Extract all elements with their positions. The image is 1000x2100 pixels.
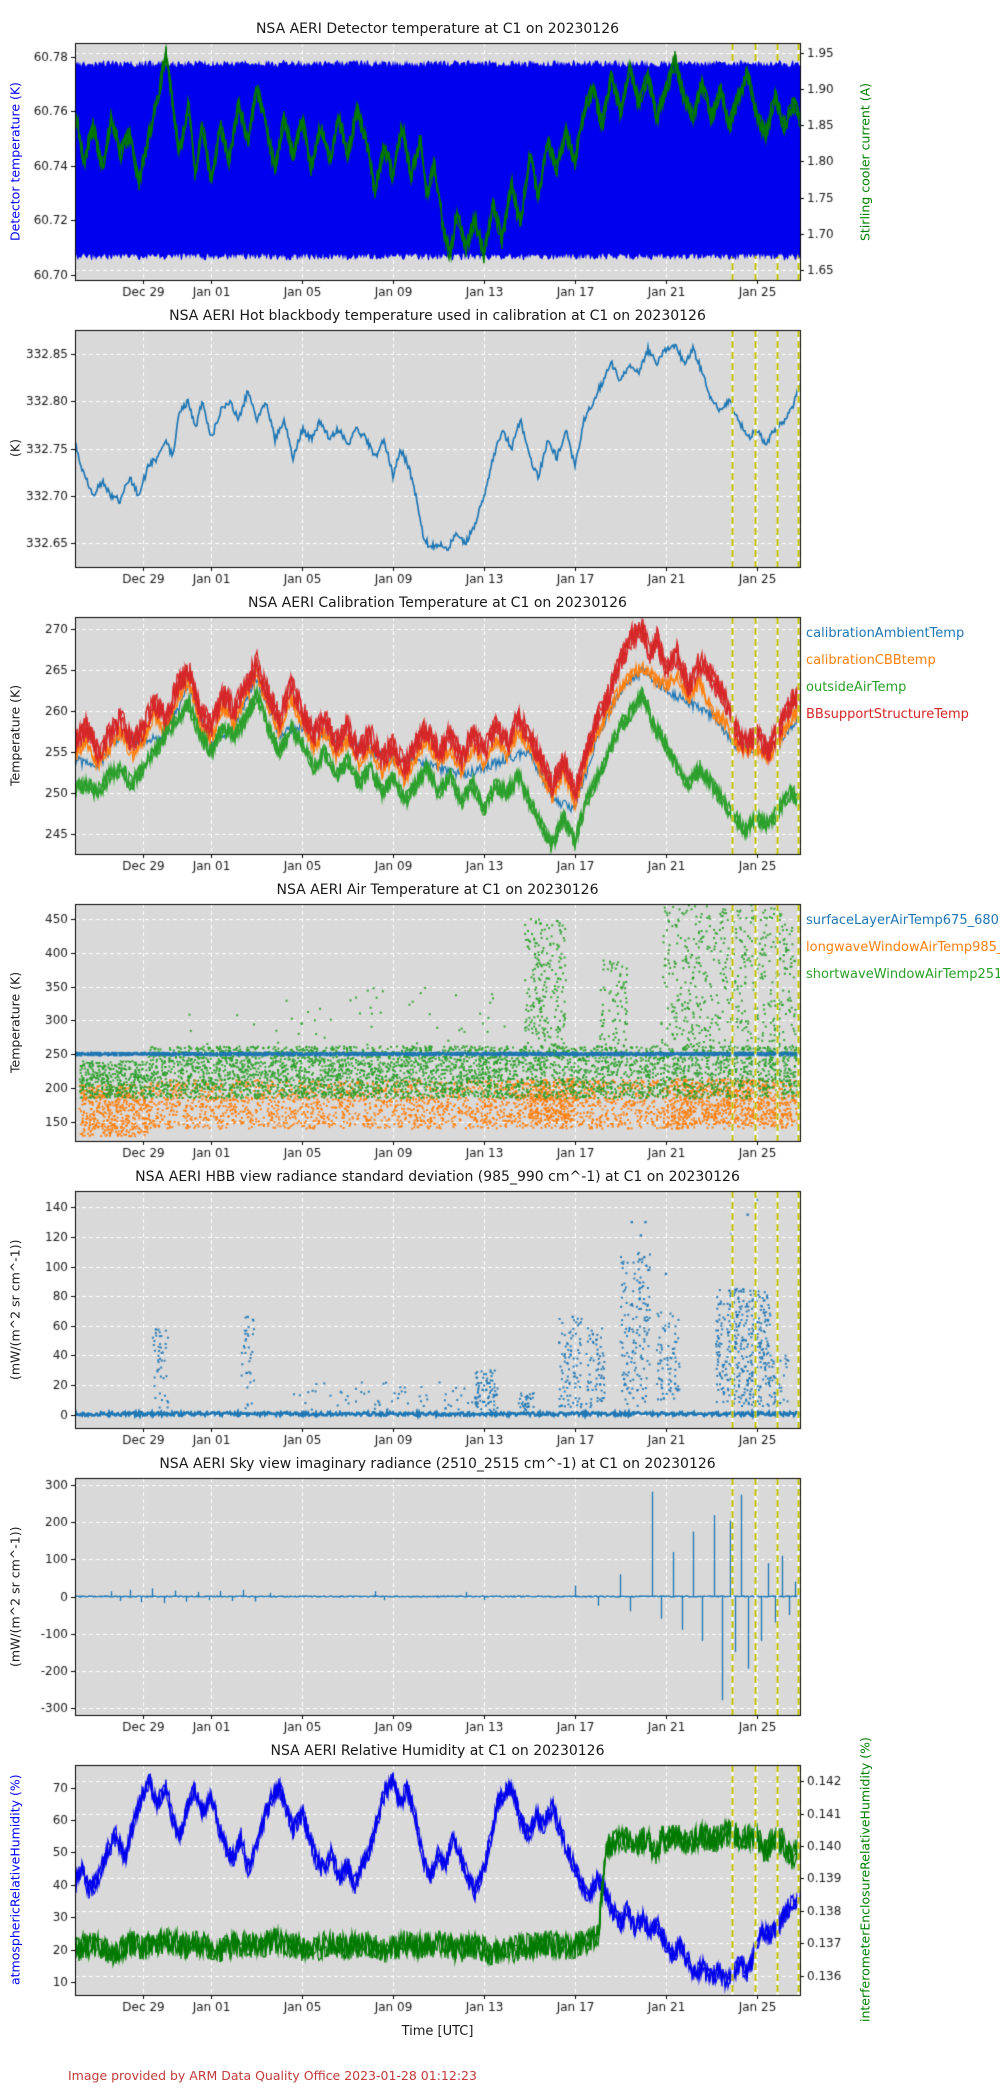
panel-7-ylabel-left: atmosphericRelativeHumidity (%) xyxy=(7,1774,23,1986)
panel-5-ylabel-left: (mW/(m^2 sr cm^-1)) xyxy=(7,1239,23,1380)
panel-2-ylabel-left: (K) xyxy=(7,439,23,458)
panel-2-title: NSA AERI Hot blackbody temperature used … xyxy=(169,308,706,324)
legend-item: calibrationAmbientTemp xyxy=(806,626,965,641)
legend-item: outsideAirTemp xyxy=(806,680,907,695)
panel-4-legend: surfaceLayerAirTemp675_680 longwaveWindo… xyxy=(806,907,1000,988)
panel-4-title: NSA AERI Air Temperature at C1 on 202301… xyxy=(276,882,599,898)
legend-item: longwaveWindowAirTemp985_ xyxy=(806,940,1000,955)
panel-3-legend: calibrationAmbientTemp calibrationCBBtem… xyxy=(806,620,969,728)
legend-item: shortwaveWindowAirTemp251 xyxy=(806,967,1000,982)
panel-6-title: NSA AERI Sky view imaginary radiance (25… xyxy=(159,1456,716,1472)
legend-item: calibrationCBBtemp xyxy=(806,653,936,668)
panel-1-title: NSA AERI Detector temperature at C1 on 2… xyxy=(255,21,620,37)
panel-7-title: NSA AERI Relative Humidity at C1 on 2023… xyxy=(270,1743,605,1759)
panel-5-title: NSA AERI HBB view radiance standard devi… xyxy=(135,1169,740,1185)
panel-4-ylabel-left: Temperature (K) xyxy=(7,971,23,1074)
panel-7-ylabel-right: interferometerEnclosureRelativeHumidity … xyxy=(857,1737,873,2023)
legend-item: BBsupportStructureTemp xyxy=(806,707,969,722)
legend-item: surfaceLayerAirTemp675_680 xyxy=(806,913,999,928)
panel-1-ylabel-right: Stirling cooler current (A) xyxy=(857,82,873,241)
panel-6-ylabel-left: (mW/(m^2 sr cm^-1)) xyxy=(7,1526,23,1667)
x-axis-label: Time [UTC] xyxy=(401,2024,474,2039)
panel-3-ylabel-left: Temperature (K) xyxy=(7,684,23,787)
panel-3-title: NSA AERI Calibration Temperature at C1 o… xyxy=(248,595,627,611)
footer-credit: Image provided by ARM Data Quality Offic… xyxy=(68,2068,477,2083)
panel-1-ylabel-left: Detector temperature (K) xyxy=(7,82,23,241)
